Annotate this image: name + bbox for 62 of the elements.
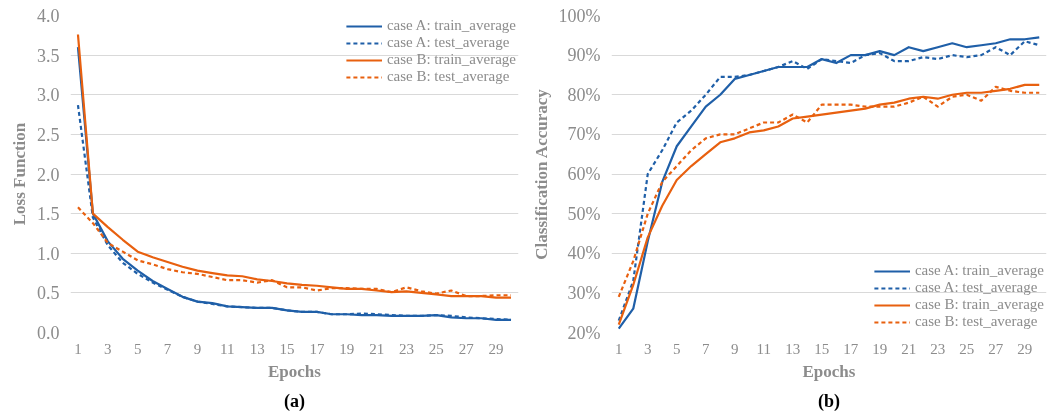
legend-label: case B: test_average <box>386 68 510 85</box>
text: (a) <box>284 390 306 412</box>
x-tick-label: 9 <box>731 340 739 357</box>
x-tick-label: 29 <box>1017 340 1033 357</box>
y-axis-title: Classification Accuracy <box>531 88 551 260</box>
legend-label: case A: train_average <box>386 17 516 34</box>
legend-label: case A: test_average <box>386 34 510 51</box>
y-tick-label: 1.5 <box>37 204 60 225</box>
x-tick-label: 9 <box>193 340 202 357</box>
y-tick-label: 30% <box>567 282 601 303</box>
y-tick-label: 100% <box>558 5 601 26</box>
x-tick-label: 7 <box>163 340 172 357</box>
x-tick-label: 11 <box>756 340 771 357</box>
x-tick-label: 15 <box>279 340 295 357</box>
text: (b) <box>818 390 841 412</box>
legend-label: case B: train_average <box>386 51 516 68</box>
x-tick-label: 21 <box>901 340 917 357</box>
y-tick-label: 2.0 <box>37 164 60 185</box>
y-tick-label: 3.5 <box>37 45 60 66</box>
x-tick-label: 27 <box>988 340 1004 357</box>
x-tick-label: 19 <box>872 340 888 357</box>
x-tick-label: 5 <box>133 340 142 357</box>
y-tick-label: 40% <box>567 243 601 264</box>
legend-label: case A: test_average <box>914 279 1038 296</box>
y-tick-label: 4.0 <box>37 6 60 26</box>
x-tick-label: 19 <box>339 340 355 357</box>
x-tick-label: 11 <box>220 340 235 357</box>
x-tick-label: 27 <box>458 340 475 357</box>
y-tick-label: 60% <box>567 164 601 184</box>
legend-label: case B: train_average <box>914 296 1044 313</box>
y-tick-label: 1.0 <box>37 243 60 264</box>
x-tick-label: 25 <box>959 340 975 357</box>
x-tick-label: 13 <box>249 340 265 357</box>
legend-label: case A: train_average <box>914 262 1044 279</box>
x-tick-label: 29 <box>488 340 504 357</box>
x-tick-label: 15 <box>814 340 830 357</box>
x-tick-label: 13 <box>785 340 801 357</box>
x-tick-label: 25 <box>428 340 444 357</box>
y-tick-label: 80% <box>567 84 601 105</box>
x-tick-label: 17 <box>309 340 325 357</box>
x-tick-label: 1 <box>74 340 82 357</box>
y-tick-label: 70% <box>567 124 601 145</box>
x-tick-label: 1 <box>615 340 623 357</box>
x-axis-title: Epochs <box>268 361 322 381</box>
x-tick-label: 21 <box>369 340 385 357</box>
x-axis-title: Epochs <box>802 361 856 381</box>
y-tick-label: 90% <box>567 45 601 66</box>
y-tick-label: 0.0 <box>37 323 60 343</box>
y-tick-label: 50% <box>567 203 601 224</box>
y-tick-label: 2.5 <box>37 124 60 145</box>
x-tick-label: 3 <box>644 340 652 357</box>
x-tick-label: 7 <box>702 340 710 357</box>
legend-label: case B: test_average <box>914 313 1038 330</box>
y-tick-label: 20% <box>567 322 601 343</box>
y-tick-label: 3.0 <box>37 85 60 106</box>
x-tick-label: 23 <box>399 340 414 357</box>
y-tick-label: 0.5 <box>37 283 60 304</box>
x-tick-label: 3 <box>104 340 112 357</box>
x-tick-label: 23 <box>930 340 946 357</box>
x-tick-label: 5 <box>673 340 681 357</box>
y-axis-title: Loss Function <box>10 122 29 226</box>
x-tick-label: 17 <box>843 340 859 357</box>
